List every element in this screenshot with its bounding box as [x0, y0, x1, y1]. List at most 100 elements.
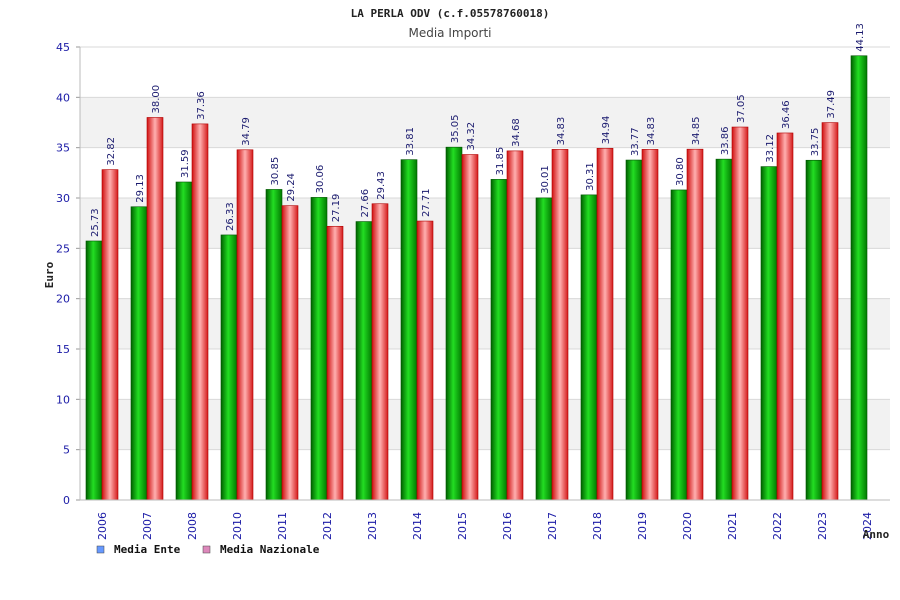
value-label-media-nazionale-2013: 29.43	[376, 171, 387, 200]
plot-band	[80, 47, 890, 98]
bar-media-nazionale-2014	[416, 220, 434, 501]
value-label-media-nazionale-2019: 34.83	[646, 117, 657, 146]
value-label-media-nazionale-2006: 32.82	[106, 137, 117, 166]
x-tick-label-2013: 2013	[366, 512, 379, 540]
value-label-media-ente-2024: 44.13	[855, 23, 866, 52]
value-label-media-nazionale-2022: 36.46	[781, 100, 792, 129]
bar-media-ente-2016	[490, 179, 508, 501]
value-label-media-ente-2023: 33.75	[810, 128, 821, 157]
value-label-media-nazionale-2023: 37.49	[826, 90, 837, 119]
x-tick-label-2007: 2007	[141, 512, 154, 540]
x-tick-label-2006: 2006	[96, 512, 109, 540]
plot-background-bands	[80, 47, 890, 500]
bar-media-nazionale-2021	[731, 126, 749, 501]
x-tick-label-2017: 2017	[546, 512, 559, 540]
y-axis-label: Euro	[43, 261, 56, 288]
x-tick-label-2020: 2020	[681, 512, 694, 540]
value-label-media-nazionale-2011: 29.24	[286, 173, 297, 202]
bar-media-nazionale-2013	[371, 203, 389, 501]
value-label-media-nazionale-2012: 27.19	[331, 194, 342, 223]
x-tick-label-2015: 2015	[456, 512, 469, 540]
bar-media-ente-2023	[805, 159, 823, 501]
y-tick-label: 35	[56, 142, 70, 155]
y-tick-label: 20	[56, 293, 70, 306]
y-tick-label: 40	[56, 91, 70, 104]
y-tick-label: 15	[56, 343, 70, 356]
value-label-media-ente-2006: 25.73	[90, 208, 101, 237]
y-tick-label: 45	[56, 41, 70, 54]
legend-swatch-media-ente	[96, 545, 105, 554]
bar-media-ente-2011	[265, 189, 283, 501]
legend: Media Ente Media Nazionale	[96, 543, 320, 556]
bar-media-nazionale-2018	[596, 147, 614, 501]
x-tick-label-2023: 2023	[816, 512, 829, 540]
value-label-media-ente-2014: 33.81	[405, 127, 416, 156]
bar-media-ente-2015	[445, 146, 463, 501]
bar-media-ente-2017	[535, 197, 553, 501]
bar-media-nazionale-2007	[146, 117, 164, 501]
x-tick-label-2018: 2018	[591, 512, 604, 540]
bar-media-nazionale-2006	[101, 169, 119, 501]
x-tick-label-2024: 2024	[861, 512, 874, 540]
y-tick-label: 10	[56, 393, 70, 406]
legend-swatch-media-nazionale	[202, 545, 211, 554]
value-label-media-nazionale-2010: 34.79	[241, 117, 252, 146]
x-tick-label-2008: 2008	[186, 512, 199, 540]
value-label-media-nazionale-2015: 34.32	[466, 122, 477, 151]
axes-layer: 0 5 10 15 20 25 30 35 40 45 2006 2007 2008 2010 2011 20…	[56, 41, 890, 540]
x-tick-label-2012: 2012	[321, 512, 334, 540]
bar-media-nazionale-2022	[776, 132, 794, 501]
plot-band	[80, 248, 890, 299]
bar-media-nazionale-2023	[821, 122, 839, 501]
value-label-media-nazionale-2016: 34.68	[511, 118, 522, 147]
value-label-media-nazionale-2008: 37.36	[196, 91, 207, 120]
value-label-media-ente-2015: 35.05	[450, 115, 461, 144]
value-label-media-nazionale-2018: 34.94	[601, 116, 612, 145]
x-tick-label-2010: 2010	[231, 512, 244, 540]
value-label-media-ente-2020: 30.80	[675, 157, 686, 186]
bar-media-ente-2012	[310, 197, 328, 501]
bar-media-ente-2024	[850, 55, 868, 501]
bar-media-nazionale-2019	[641, 149, 659, 501]
bar-media-nazionale-2010	[236, 149, 254, 501]
chart-title: LA PERLA ODV (c.f.05578760018)	[351, 7, 550, 20]
bar-media-ente-2014	[400, 159, 418, 501]
value-label-media-nazionale-2014: 27.71	[421, 188, 432, 217]
bar-media-ente-2010	[220, 234, 238, 501]
x-tick-label-2021: 2021	[726, 512, 739, 540]
bar-media-ente-2008	[175, 181, 193, 501]
value-label-media-ente-2019: 33.77	[630, 127, 641, 156]
x-axis-label: Anno	[863, 528, 890, 541]
legend-label-media-nazionale: Media Nazionale	[220, 543, 320, 556]
value-label-media-ente-2011: 30.85	[270, 157, 281, 186]
value-labels-layer: 25.73 32.82 29.13 38.00 31.59 37.36 26.33 34.79…	[90, 23, 866, 237]
x-tick-label-2016: 2016	[501, 512, 514, 540]
grid-lines	[80, 46, 890, 501]
bar-media-ente-2007	[130, 206, 148, 501]
plot-band	[80, 147, 890, 198]
x-tick-label-2011: 2011	[276, 512, 289, 540]
value-label-media-nazionale-2017: 34.83	[556, 117, 567, 146]
bar-media-nazionale-2008	[191, 123, 209, 501]
value-label-media-nazionale-2007: 38.00	[151, 85, 162, 114]
plot-band	[80, 449, 890, 500]
value-label-media-ente-2008: 31.59	[180, 149, 191, 178]
value-label-media-ente-2018: 30.31	[585, 162, 596, 191]
bar-media-ente-2019	[625, 159, 643, 501]
bar-media-nazionale-2016	[506, 150, 524, 501]
value-label-media-nazionale-2021: 37.05	[736, 94, 747, 123]
x-tick-label-2014: 2014	[411, 512, 424, 540]
value-label-media-ente-2013: 27.66	[360, 189, 371, 218]
plot-band	[80, 97, 890, 148]
bar-media-nazionale-2012	[326, 225, 344, 501]
bar-media-nazionale-2017	[551, 149, 569, 501]
x-tick-label-2022: 2022	[771, 512, 784, 540]
value-label-media-ente-2010: 26.33	[225, 202, 236, 231]
bar-media-ente-2013	[355, 221, 373, 501]
plot-band	[80, 198, 890, 249]
bar-media-ente-2020	[670, 189, 688, 501]
bar-media-ente-2021	[715, 158, 733, 501]
value-label-media-ente-2016: 31.85	[495, 147, 506, 176]
